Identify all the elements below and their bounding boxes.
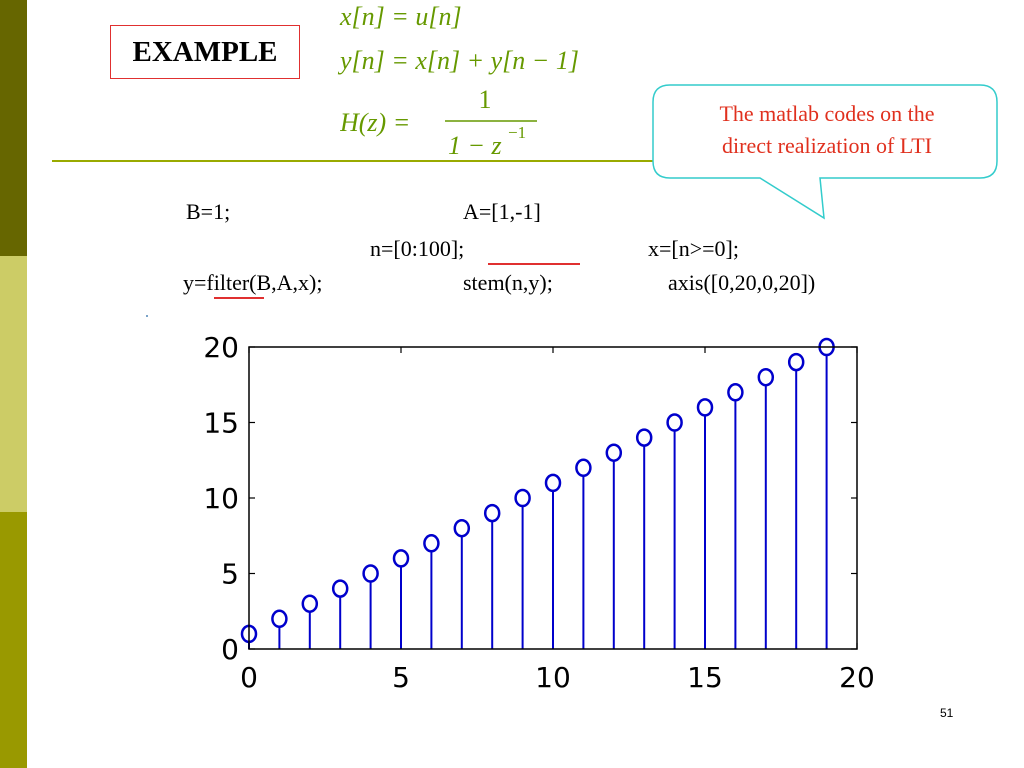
x-tick-label: 15 (687, 661, 723, 694)
callout-line-1: The matlab codes on the (719, 101, 935, 126)
x-tick-label: 10 (535, 661, 571, 694)
y-tick-label: 10 (203, 482, 239, 515)
chart-stems (240, 337, 835, 649)
transfer-function-denominator: 1 − z (448, 131, 502, 160)
y-tick-label: 15 (203, 407, 239, 440)
code-b: B=1; (186, 199, 231, 224)
sidebar-block-top (0, 0, 27, 256)
code-a: A=[1,-1] (463, 199, 541, 224)
stem-marker (605, 443, 623, 462)
y-tick-label: 0 (221, 633, 239, 666)
stem-marker (301, 594, 319, 613)
equation-transfer-function: H(z) = 1 1 − z −1 (340, 88, 537, 160)
callout-bubble (652, 84, 998, 220)
stem-marker (635, 428, 653, 447)
chart-tick-labels: 0 5 10 15 20 0 5 10 15 20 (203, 331, 874, 694)
stem-chart: 0 5 10 15 20 0 5 10 15 20 (203, 331, 874, 694)
stray-dot (146, 315, 148, 317)
code-y: y=filter(B,A,x); (183, 270, 323, 295)
stem-marker (392, 549, 410, 568)
stem-marker (575, 458, 592, 478)
equation-input: x[n] = u[n] (340, 2, 462, 31)
stem-marker (544, 473, 562, 493)
transfer-function-exponent: −1 (508, 123, 526, 142)
stem-marker (453, 518, 471, 538)
stem-marker (423, 534, 440, 553)
stem-marker (331, 579, 349, 598)
sidebar-block-middle (0, 256, 27, 512)
code-x: x=[n>=0]; (648, 236, 739, 261)
underline-mark-filter (214, 297, 264, 299)
example-title: EXAMPLE (132, 35, 278, 68)
stem-marker (696, 398, 714, 417)
code-stem: stem(n,y); (463, 270, 553, 295)
plot-frame (248, 346, 858, 650)
callout-line-2: direct realization of LTI (722, 133, 932, 158)
x-tick-label: 0 (240, 661, 258, 694)
slide-number: 51 (940, 706, 954, 720)
title-divider (52, 160, 662, 162)
stem-marker (757, 367, 775, 387)
stem-marker (514, 488, 531, 508)
y-tick-label: 20 (203, 331, 239, 364)
code-axis: axis([0,20,0,20]) (668, 270, 816, 295)
underline-mark-n (488, 263, 580, 265)
x-tick-label: 5 (392, 661, 410, 694)
stem-marker (271, 609, 288, 629)
equation-difference: y[n] = x[n] + y[n − 1] (340, 46, 579, 75)
sidebar-block-bottom (0, 512, 27, 768)
transfer-function-numerator: 1 (479, 88, 492, 114)
stem-marker (362, 564, 379, 583)
callout-text: The matlab codes on the direct realizati… (662, 98, 992, 162)
stem-marker (483, 503, 501, 523)
example-title-box: EXAMPLE (110, 25, 300, 79)
stem-marker (727, 383, 744, 402)
stem-marker (787, 352, 805, 372)
sidebar-stripe (0, 0, 27, 768)
x-tick-label: 20 (839, 661, 875, 694)
transfer-function-lhs: H(z) = (340, 108, 410, 137)
y-tick-label: 5 (221, 558, 239, 591)
stem-marker (666, 413, 683, 432)
code-n: n=[0:100]; (370, 236, 465, 261)
